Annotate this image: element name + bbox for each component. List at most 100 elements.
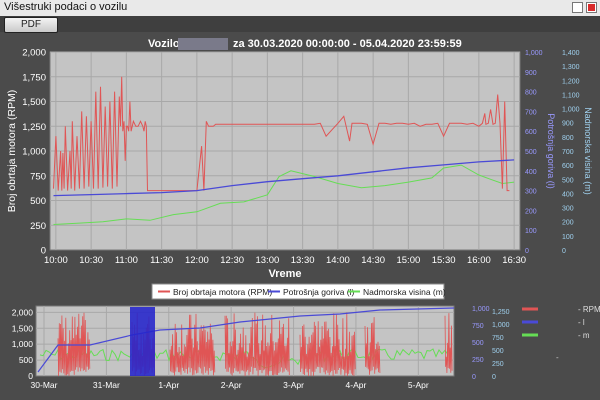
ov-y-fuel-tick-label: 500 — [472, 340, 484, 347]
ov-y-left-tick-label: 1,500 — [12, 323, 34, 333]
y-fuel-tick-label: 800 — [525, 90, 537, 97]
x-axis-label: Vreme — [268, 268, 301, 280]
x-tick-label: 15:00 — [396, 255, 420, 266]
y-altitude-tick-label: 100 — [562, 234, 574, 241]
ov-y-left-tick-label: 1,000 — [12, 339, 34, 349]
x-tick-label: 11:00 — [115, 255, 138, 266]
y-altitude-tick-label: 1,000 — [562, 107, 580, 114]
y-altitude-tick-label: 600 — [562, 163, 574, 170]
ov-x-tick-label: 1-Apr — [158, 380, 179, 390]
y-fuel-tick-label: 300 — [525, 189, 537, 196]
y-left-tick-label: 0 — [41, 246, 46, 257]
window-title: Višestruki podaci o vozilu — [4, 1, 128, 13]
y-altitude-tick-label: 800 — [562, 135, 574, 142]
series-line-rpm — [53, 76, 510, 192]
y-altitude-tick-label: 500 — [562, 177, 574, 184]
ov-series-rpm — [299, 312, 356, 377]
y-fuel-tick-label: 600 — [525, 129, 537, 136]
side-legend-dash: - — [556, 353, 559, 362]
ov-series-rpm — [364, 317, 381, 375]
y-altitude-tick-label: 1,200 — [562, 78, 580, 85]
ov-x-tick-label: 3-Apr — [283, 380, 304, 390]
series-line-altitude — [53, 164, 515, 225]
y-left-tick-label: 1,000 — [22, 147, 46, 158]
x-tick-label: 11:30 — [150, 255, 173, 266]
ov-x-tick-label: 4-Apr — [346, 380, 367, 390]
legend-box — [151, 283, 445, 300]
ov-y-altitude-tick-label: 500 — [492, 348, 504, 355]
close-button[interactable] — [586, 2, 597, 13]
chart-title-prefix: Vozilo — [148, 38, 180, 50]
x-tick-label: 13:30 — [291, 255, 315, 266]
y-left-tick-label: 1,250 — [22, 122, 46, 133]
ov-x-tick-label: 31-Mar — [93, 380, 120, 390]
y-left-tick-label: 500 — [30, 196, 46, 207]
x-tick-label: 15:30 — [432, 255, 456, 266]
ov-y-left-tick-label: 0 — [28, 371, 33, 381]
x-tick-label: 12:30 — [220, 255, 244, 266]
y-altitude-tick-label: 1,100 — [562, 92, 580, 99]
y-fuel-tick-label: 200 — [525, 208, 537, 215]
y-left-tick-label: 2,000 — [22, 48, 46, 59]
ov-series-altitude — [39, 347, 449, 369]
ov-x-tick-label: 5-Apr — [408, 380, 429, 390]
legend-label: Nadmorska visina (m) — [363, 287, 446, 297]
ov-series-rpm — [57, 312, 91, 376]
x-tick-label: 16:00 — [467, 255, 491, 266]
pdf-export-button[interactable]: PDF — [4, 17, 58, 33]
y-left-tick-label: 1,500 — [22, 97, 46, 108]
side-legend-label: - l — [578, 318, 585, 327]
ov-series-rpm — [169, 313, 216, 376]
legend-label: Broj obrtaja motora (RPM) — [173, 287, 272, 297]
legend-label: Potrošnja goriva (l) — [283, 287, 355, 297]
x-tick-label: 12:00 — [185, 255, 209, 266]
y-altitude-tick-label: 200 — [562, 220, 574, 227]
ov-y-altitude-tick-label: 250 — [492, 361, 504, 368]
y-left-tick-label: 750 — [30, 171, 46, 182]
y-altitude-tick-label: 700 — [562, 149, 574, 156]
vehicle-plate-redacted — [178, 38, 228, 50]
ov-series-fuel — [37, 307, 455, 373]
y-axis-label-rpm: Broj obrtaja motora (RPM) — [6, 90, 18, 213]
y-fuel-tick-label: 100 — [525, 228, 537, 235]
y-altitude-tick-label: 400 — [562, 191, 574, 198]
y-axis-label-altitude: Nadmorska visina (m) — [583, 107, 593, 195]
ov-series-rpm — [444, 313, 453, 374]
y-fuel-tick-label: 1,000 — [525, 50, 543, 57]
ov-series-rpm — [224, 312, 290, 377]
overview-selection-window[interactable] — [130, 307, 155, 376]
x-tick-label: 10:00 — [44, 255, 68, 266]
ov-y-fuel-tick-label: 750 — [472, 323, 484, 330]
ov-y-altitude-tick-label: 1,250 — [492, 309, 510, 316]
y-fuel-tick-label: 0 — [525, 248, 529, 255]
y-altitude-tick-label: 1,300 — [562, 64, 580, 71]
y-axis-label-fuel: Potrošnja goriva (l) — [546, 113, 556, 189]
maximize-button[interactable] — [572, 2, 583, 13]
y-fuel-tick-label: 500 — [525, 149, 537, 156]
y-altitude-tick-label: 1,400 — [562, 50, 580, 57]
x-tick-label: 10:30 — [79, 255, 103, 266]
ov-y-left-tick-label: 500 — [19, 355, 33, 365]
y-altitude-tick-label: 300 — [562, 206, 574, 213]
y-altitude-tick-label: 900 — [562, 121, 574, 128]
ov-y-fuel-tick-label: 0 — [472, 374, 476, 381]
x-tick-label: 14:00 — [326, 255, 350, 266]
y-fuel-tick-label: 900 — [525, 70, 537, 77]
side-legend-label: - m — [578, 331, 590, 340]
y-left-tick-label: 250 — [30, 221, 46, 232]
y-left-tick-label: 1,750 — [22, 72, 46, 83]
y-altitude-tick-label: 0 — [562, 248, 566, 255]
toolbar — [0, 16, 600, 32]
chart-title-suffix: za 30.03.2020 00:00:00 - 05.04.2020 23:5… — [233, 38, 462, 50]
x-tick-label: 13:00 — [255, 255, 279, 266]
ov-x-tick-label: 30-Mar — [31, 380, 58, 390]
y-fuel-tick-label: 400 — [525, 169, 537, 176]
ov-y-altitude-tick-label: 1,000 — [492, 322, 510, 329]
series-line-fuel — [53, 159, 515, 197]
side-legend-label: - RPM — [578, 305, 600, 314]
ov-y-altitude-tick-label: 750 — [492, 335, 504, 342]
ov-y-fuel-tick-label: 1,000 — [472, 306, 490, 313]
ov-y-fuel-tick-label: 250 — [472, 357, 484, 364]
